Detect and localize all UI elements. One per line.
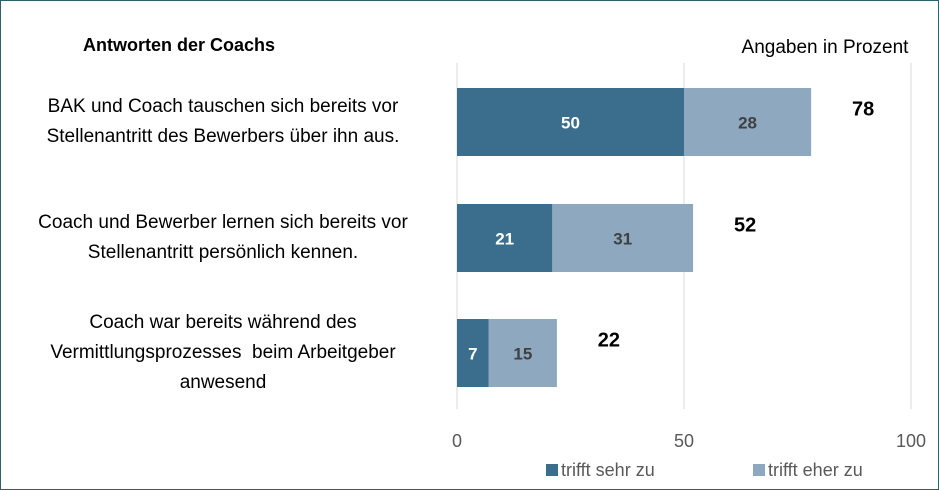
category-label: BAK und Coach tauschen sich bereits vor … xyxy=(46,96,404,147)
bar-segment xyxy=(488,319,557,387)
bar-segment xyxy=(684,88,812,156)
value-label: 28 xyxy=(738,113,757,132)
bar-segment xyxy=(457,88,684,156)
legend-label: trifft eher zu xyxy=(768,460,863,480)
legend-label: trifft sehr zu xyxy=(561,460,655,480)
category-label: Coach und Bewerber lernen sich bereits v… xyxy=(38,212,414,263)
value-label: 21 xyxy=(495,229,514,248)
value-label: 50 xyxy=(561,113,580,132)
bar-segment xyxy=(457,319,489,387)
x-tick-label: 0 xyxy=(452,431,462,451)
bar-segment xyxy=(552,204,694,272)
value-label: 31 xyxy=(613,229,632,248)
legend-swatch xyxy=(546,464,558,476)
total-label: 78 xyxy=(852,98,874,120)
x-tick-label: 100 xyxy=(896,431,926,451)
value-label: 7 xyxy=(468,344,477,363)
value-label: 15 xyxy=(513,344,532,363)
total-label: 52 xyxy=(734,214,756,236)
bar-segment xyxy=(457,204,553,272)
x-tick-label: 50 xyxy=(674,431,694,451)
chart-title: Antworten der Coachs xyxy=(83,35,275,55)
total-label: 22 xyxy=(598,329,620,351)
category-label: Coach war bereits während des Vermittlun… xyxy=(50,312,401,393)
legend-swatch xyxy=(753,464,765,476)
subtitle: Angaben in Prozent xyxy=(742,37,910,58)
